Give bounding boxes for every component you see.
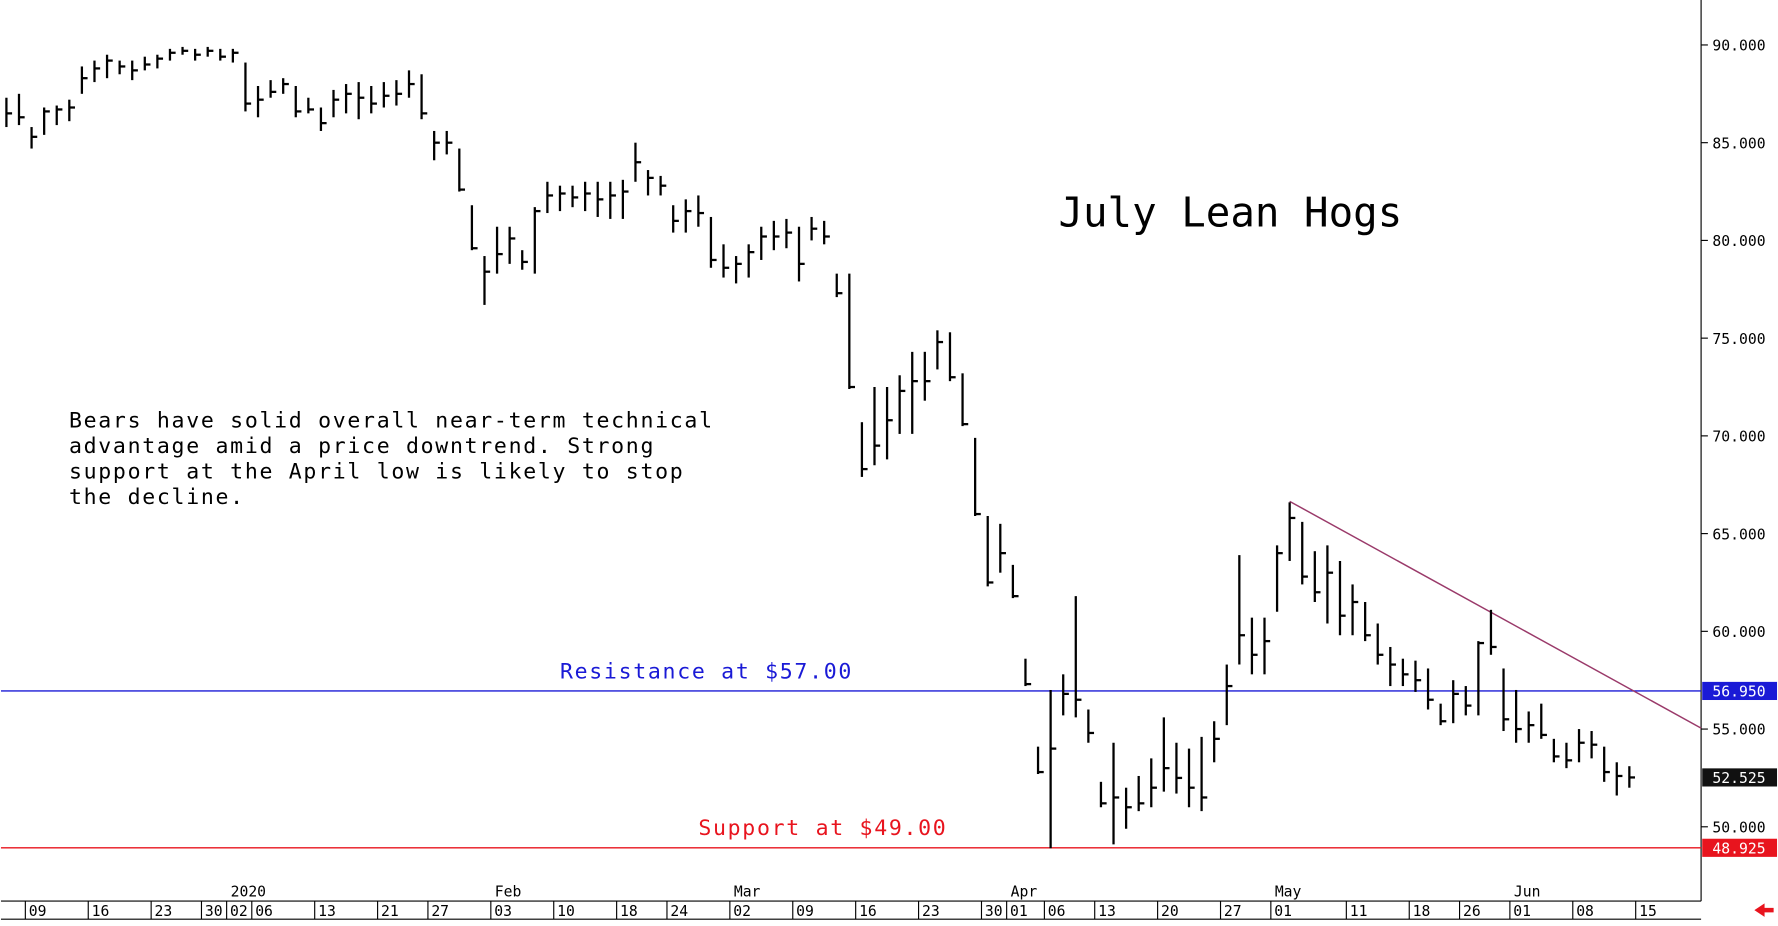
x-tick-label: 16: [92, 903, 110, 920]
y-tick-label: 75.000: [1712, 331, 1765, 348]
y-tick-label: 70.000: [1712, 429, 1765, 446]
x-tick-label: 23: [922, 903, 940, 920]
x-tick-label: 13: [318, 903, 336, 920]
x-tick-label: 06: [255, 903, 273, 920]
x-tick-label: 01: [1010, 903, 1028, 920]
month-label: Jun: [1514, 884, 1541, 901]
month-label: Apr: [1011, 884, 1038, 901]
y-tick-label: 60.000: [1712, 624, 1765, 641]
level-tag: [1702, 838, 1778, 857]
level-tag-label: 56.950: [1712, 684, 1765, 701]
x-tick-label: 30: [985, 903, 1003, 920]
x-tick-label: 13: [1098, 903, 1116, 920]
x-tick-label: 27: [1224, 903, 1242, 920]
trendline: [1289, 500, 1702, 729]
last-price-tag: [1702, 768, 1778, 787]
last-price-label: 52.525: [1712, 770, 1765, 787]
x-tick-label: 15: [1639, 903, 1657, 920]
x-tick-label: 09: [796, 903, 814, 920]
x-tick-label: 16: [859, 903, 877, 920]
y-tick-label: 80.000: [1712, 233, 1765, 250]
x-tick-label: 21: [381, 903, 399, 920]
x-tick-label: 06: [1048, 903, 1066, 920]
x-tick-label: 02: [733, 903, 751, 920]
x-tick-label: 23: [155, 903, 173, 920]
x-tick-label: 08: [1576, 903, 1594, 920]
scroll-arrow[interactable]: [1754, 903, 1774, 917]
note-line: Bears have solid overall near-term techn…: [69, 408, 714, 433]
x-tick-label: 10: [557, 903, 575, 920]
x-tick-label: 27: [431, 903, 449, 920]
x-tick-label: 03: [494, 903, 512, 920]
x-tick-label: 18: [620, 903, 638, 920]
x-tick-label: 18: [1413, 903, 1431, 920]
y-tick-label: 65.000: [1712, 526, 1765, 543]
x-tick-label: 24: [670, 903, 688, 920]
y-tick-label: 90.000: [1712, 38, 1765, 55]
month-label: 2020: [231, 884, 266, 901]
month-label: May: [1275, 884, 1302, 901]
level-tag-label: 48.925: [1712, 840, 1765, 857]
x-tick-label: 26: [1463, 903, 1481, 920]
x-tick-label: 01: [1513, 903, 1531, 920]
month-label: Feb: [495, 884, 522, 901]
x-tick-label: 20: [1161, 903, 1179, 920]
note-line: advantage amid a price downtrend. Strong: [69, 434, 655, 459]
note-line: the decline.: [69, 485, 245, 510]
chart-title: July Lean Hogs: [1058, 189, 1402, 237]
x-tick-label: 30: [205, 903, 223, 920]
level-tag: [1702, 681, 1778, 701]
note-line: support at the April low is likely to st…: [69, 459, 684, 484]
month-label: Mar: [734, 884, 761, 901]
x-tick-label: 09: [29, 903, 47, 920]
x-tick-label: 01: [1274, 903, 1292, 920]
y-tick-label: 85.000: [1712, 135, 1765, 152]
annotation: Support at $49.00: [698, 816, 947, 841]
y-tick-label: 55.000: [1712, 722, 1765, 739]
x-tick-label: 02: [230, 903, 248, 920]
x-tick-label: 11: [1350, 903, 1368, 920]
annotation: Resistance at $57.00: [560, 660, 853, 685]
y-tick-label: 50.000: [1712, 819, 1765, 836]
